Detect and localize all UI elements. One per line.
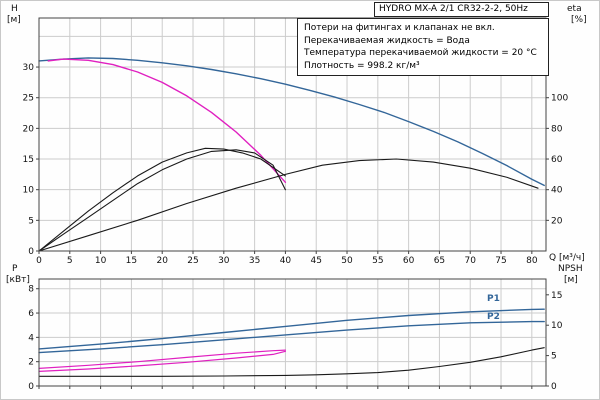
p1-curve-label: P1 bbox=[487, 294, 500, 304]
series-power-p2-single bbox=[38, 350, 286, 372]
npsh-axis-unit: [м] bbox=[564, 275, 578, 285]
series-power-p1-dual bbox=[38, 308, 545, 350]
series-eta-pump-a bbox=[38, 147, 286, 252]
x-tick-label: 35 bbox=[249, 256, 260, 266]
x-tick-label: 20 bbox=[156, 256, 168, 266]
condition-line: Перекачиваемая жидкость = Вода bbox=[304, 35, 470, 46]
y-tick-label-left: 15 bbox=[23, 155, 34, 165]
h-axis-unit: [м] bbox=[7, 15, 21, 25]
x-tick-label: 65 bbox=[434, 256, 445, 266]
y-tick-label-left: 4 bbox=[28, 333, 34, 343]
p-axis-symbol: P bbox=[12, 264, 18, 274]
chart-title: HYDRO MX-A 2/1 CR32-2-2, 50Hz bbox=[374, 2, 549, 17]
x-tick-label: 70 bbox=[465, 256, 477, 266]
x-tick-label: 60 bbox=[403, 256, 415, 266]
y-tick-label-left: 6 bbox=[28, 309, 34, 319]
y-tick-label-left: 20 bbox=[23, 124, 35, 134]
series-head-single-pump bbox=[47, 58, 287, 184]
y-tick-label-left: 0 bbox=[28, 247, 34, 257]
y-tick-label-left: 10 bbox=[23, 186, 35, 196]
q-axis-label: Q [м³/ч] bbox=[549, 253, 585, 263]
x-tick-label: 50 bbox=[341, 256, 353, 266]
y-tick-label-left: 0 bbox=[28, 382, 34, 392]
x-tick-label: 45 bbox=[310, 256, 321, 266]
series-eta-pump-b bbox=[38, 149, 286, 252]
y-tick-label-right: 20 bbox=[551, 216, 563, 226]
x-tick-label: 10 bbox=[95, 256, 107, 266]
y-tick-label-right: 40 bbox=[551, 186, 563, 196]
y-tick-label-left: 30 bbox=[23, 63, 35, 73]
conditions-box: Потери на фитингах и клапанах не вкл. Пе… bbox=[297, 18, 549, 76]
series-eta-system bbox=[38, 158, 539, 252]
y-tick-label-right: 100 bbox=[551, 94, 568, 104]
series-power-p2-dual bbox=[38, 320, 545, 354]
series-head-dual-pump bbox=[38, 57, 545, 187]
eta-axis-symbol: eta bbox=[567, 4, 582, 14]
x-tick-label: 0 bbox=[36, 256, 42, 266]
x-tick-label: 75 bbox=[495, 256, 506, 266]
y-tick-label-left: 8 bbox=[28, 285, 34, 295]
y-tick-label-right: 10 bbox=[551, 321, 563, 331]
y-tick-label-right: 15 bbox=[551, 291, 562, 301]
y-tick-label-left: 2 bbox=[28, 358, 34, 368]
p2-curve-label: P2 bbox=[487, 312, 500, 322]
condition-line: Потери на фитингах и клапанах не вкл. bbox=[304, 23, 495, 33]
npsh-axis-label: NPSH [м] bbox=[558, 264, 583, 286]
x-tick-label: 40 bbox=[280, 256, 292, 266]
y-tick-label-right: 80 bbox=[551, 124, 563, 134]
npsh-axis-symbol: NPSH bbox=[558, 264, 583, 274]
x-tick-label: 80 bbox=[526, 256, 538, 266]
series-power-p1-single bbox=[38, 349, 286, 369]
p-axis-unit: [кВт] bbox=[6, 275, 30, 285]
y-tick-label-right: 0 bbox=[551, 382, 557, 392]
power-npsh-chart: 0 2 4 6 8 0 5 10 15 bbox=[28, 278, 563, 392]
y-tick-label-left: 25 bbox=[23, 94, 34, 104]
plot-frame bbox=[38, 278, 547, 387]
eta-axis-unit: [%] bbox=[571, 15, 587, 25]
x-tick-label: 30 bbox=[218, 256, 230, 266]
series-npsh-curve bbox=[38, 347, 545, 377]
plot-frame bbox=[38, 17, 547, 252]
condition-line: Температура перекачиваемой жидкости = 20… bbox=[304, 48, 537, 58]
y-tick-label-right: 60 bbox=[551, 155, 563, 165]
x-tick-label: 5 bbox=[67, 256, 73, 266]
y-tick-label-left: 5 bbox=[28, 216, 34, 226]
x-tick-label: 25 bbox=[187, 256, 198, 266]
h-axis-label: H [м] bbox=[7, 4, 21, 26]
condition-line: Плотность = 998.2 кг/м³ bbox=[304, 60, 420, 71]
y-tick-label-right: 5 bbox=[551, 352, 557, 362]
x-tick-label: 15 bbox=[126, 256, 137, 266]
x-tick-label: 55 bbox=[372, 256, 383, 266]
h-axis-symbol: H bbox=[11, 4, 18, 14]
p-axis-label: P [кВт] bbox=[6, 264, 30, 286]
eta-axis-label: eta [%] bbox=[567, 4, 587, 26]
